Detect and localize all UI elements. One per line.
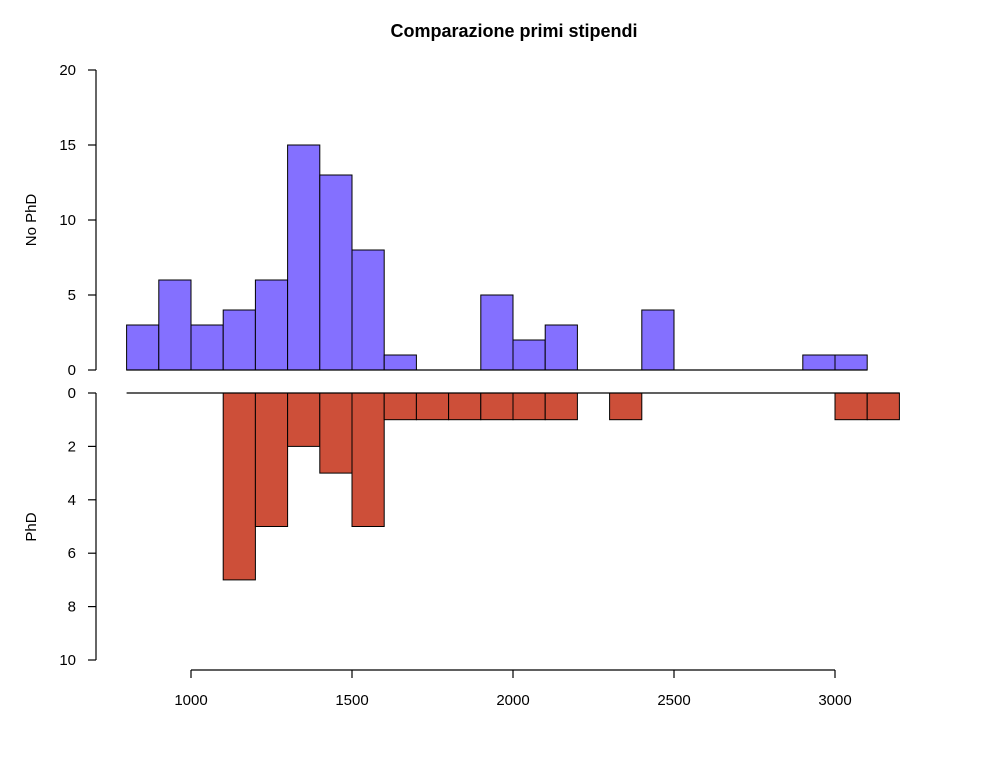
bottom-bar-3100 (866, 392, 900, 421)
top-bar-1600 (383, 354, 417, 371)
top-bar-1900 (480, 294, 514, 371)
bottom-bar-2000 (512, 392, 546, 421)
bottom-y-tick-label: 6 (68, 545, 76, 562)
top-y-tick-label: 0 (68, 362, 76, 379)
top-bar-2000 (512, 339, 546, 371)
top-y-tick-label: 10 (59, 212, 76, 229)
bottom-y-tick-label: 0 (68, 385, 76, 402)
bottom-bar-1800 (448, 392, 482, 421)
bottom-bar-1300 (287, 392, 321, 447)
top-bar-2900 (802, 354, 836, 371)
top-bar-800 (126, 324, 160, 371)
top-bar-1200 (254, 279, 289, 371)
top-bar-1100 (222, 309, 256, 371)
bottom-y-tick-label: 2 (68, 438, 76, 455)
bottom-y-tick-label: 8 (68, 599, 76, 616)
top-bar-900 (158, 279, 192, 371)
axes: 0 5 10 15 20 0 2 4 6 8 10 1000 1500 2000 2500 3000 (59, 62, 851, 709)
bottom-bar-1200 (254, 392, 289, 527)
x-tick-label: 2500 (657, 692, 690, 709)
x-tick-label: 1500 (335, 692, 368, 709)
top-bar-1500 (351, 249, 385, 371)
x-tick-label: 1000 (174, 692, 207, 709)
top-y-axis-label: No PhD (23, 194, 40, 247)
bottom-y-axis-label: PhD (23, 512, 40, 541)
top-y-tick-label: 15 (59, 137, 76, 154)
top-y-tick-label: 20 (59, 62, 76, 79)
top-bar-3000 (834, 354, 868, 371)
x-tick-label: 2000 (496, 692, 529, 709)
bottom-bar-1500 (351, 392, 385, 527)
top-bar-1400 (319, 174, 353, 371)
top-bar-1300 (287, 144, 321, 371)
chart-title: Comparazione primi stipendi (390, 21, 637, 41)
x-tick-label: 3000 (818, 692, 851, 709)
bottom-bar-2100 (544, 392, 578, 421)
top-bar-2400 (641, 309, 675, 371)
bottom-bar-2300 (609, 392, 643, 421)
bottom-bar-1600 (383, 392, 417, 421)
top-bar-2100 (544, 324, 578, 371)
bottom-bar-1700 (415, 392, 450, 421)
top-bar-1000 (190, 324, 224, 371)
bottom-histogram (126, 392, 900, 581)
bottom-y-tick-label: 10 (59, 652, 76, 669)
bottom-y-tick-label: 4 (68, 492, 76, 509)
bottom-bar-1100 (222, 392, 256, 581)
top-histogram (126, 144, 868, 371)
bottom-bar-1400 (319, 392, 353, 474)
bottom-bar-1900 (480, 392, 514, 421)
bottom-bar-3000 (834, 392, 868, 421)
top-y-tick-label: 5 (68, 287, 76, 304)
